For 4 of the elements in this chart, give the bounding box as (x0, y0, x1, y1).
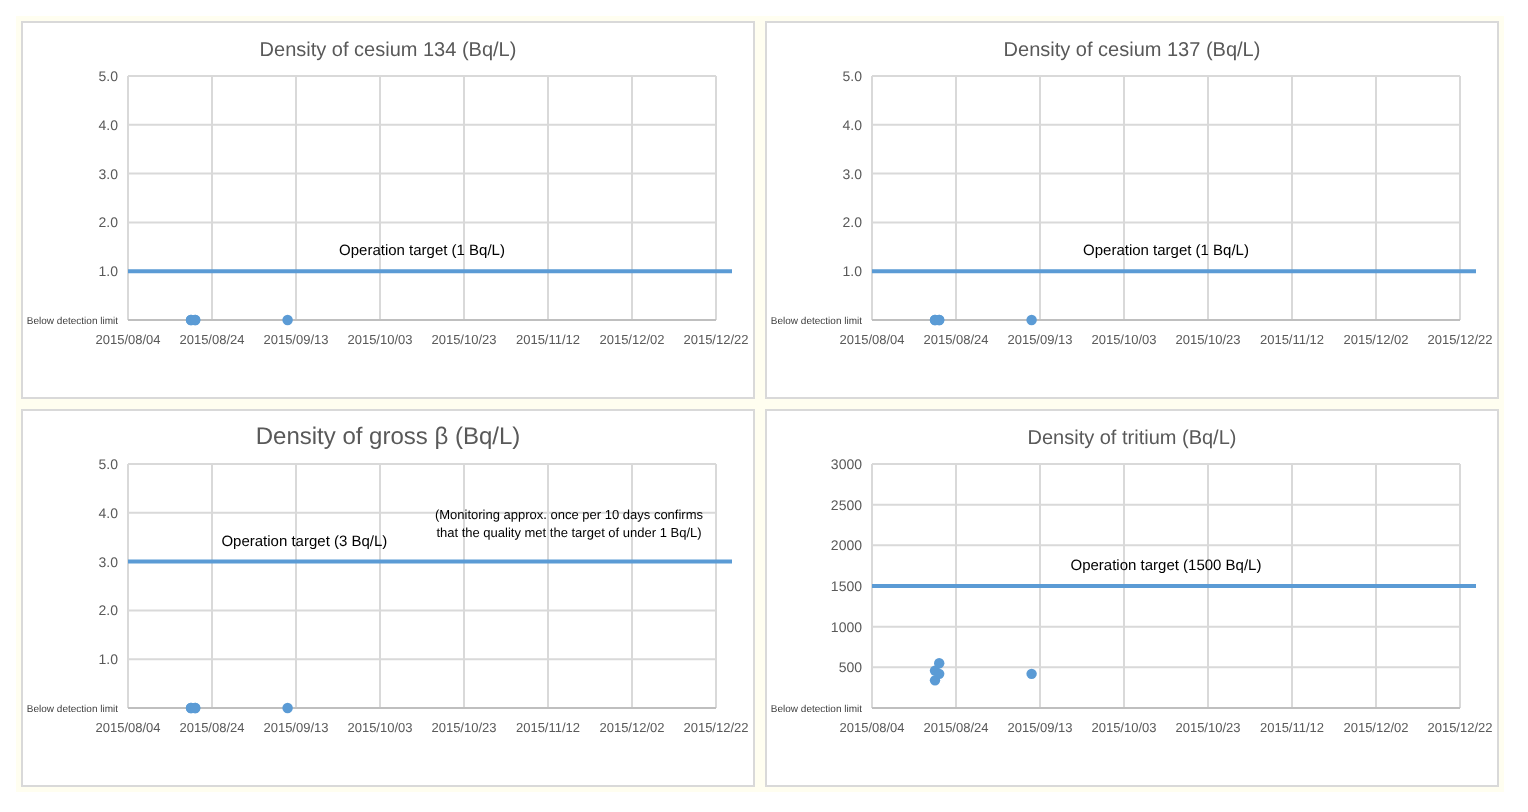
chart-title: Density of cesium 134 (Bq/L) (259, 40, 517, 62)
chart-title: Density of tritium (Bq/L) (1027, 428, 1237, 450)
chart-title: Density of gross β (Bq/L) (255, 422, 521, 450)
chart-title: Density of cesium 137 (Bq/L) (1003, 40, 1261, 62)
